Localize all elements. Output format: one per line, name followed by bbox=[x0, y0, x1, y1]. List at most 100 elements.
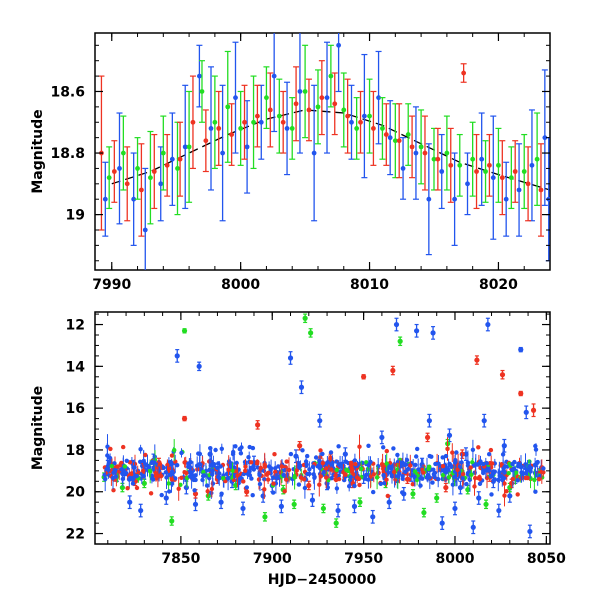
marker bbox=[499, 175, 505, 181]
top-data-point bbox=[473, 133, 480, 210]
top-data-point bbox=[134, 137, 141, 200]
top-data-point bbox=[456, 133, 463, 197]
bottom-data-point bbox=[530, 403, 537, 418]
top-data-point bbox=[111, 140, 118, 203]
dense-marker bbox=[130, 481, 136, 486]
marker bbox=[414, 328, 420, 334]
bottom-data-point bbox=[393, 317, 400, 332]
marker bbox=[244, 489, 250, 495]
top-data-point bbox=[528, 109, 535, 222]
dense-marker bbox=[249, 476, 254, 481]
marker bbox=[102, 196, 108, 202]
marker bbox=[138, 507, 144, 514]
marker bbox=[291, 501, 297, 507]
dense-marker bbox=[115, 464, 120, 469]
dense-marker bbox=[169, 477, 175, 482]
top-data-point bbox=[189, 75, 196, 170]
marker bbox=[496, 162, 501, 168]
bottom-data-point bbox=[278, 499, 284, 514]
top-data-point bbox=[169, 112, 176, 206]
marker bbox=[192, 491, 199, 497]
bottom-data-point bbox=[452, 501, 458, 516]
dense-marker bbox=[321, 470, 327, 475]
x-tick-label: 8050 bbox=[527, 551, 566, 567]
dense-marker bbox=[360, 460, 365, 465]
dense-marker bbox=[134, 485, 140, 491]
top-data-point bbox=[241, 84, 248, 160]
top-data-point bbox=[383, 103, 390, 166]
marker bbox=[435, 156, 441, 162]
marker bbox=[251, 119, 256, 125]
dense-marker bbox=[169, 469, 175, 474]
dense-marker bbox=[257, 472, 262, 478]
marker bbox=[457, 162, 463, 168]
marker bbox=[225, 104, 231, 110]
dense-marker bbox=[536, 477, 542, 482]
top-data-point bbox=[375, 50, 382, 145]
marker bbox=[393, 321, 400, 328]
top-data-point bbox=[318, 60, 325, 136]
marker bbox=[496, 507, 502, 514]
marker bbox=[516, 187, 522, 193]
top-data-point bbox=[340, 72, 347, 148]
dense-marker bbox=[489, 492, 494, 497]
x-tick-label: 7990 bbox=[92, 277, 131, 293]
dense-marker bbox=[440, 464, 446, 469]
bottom-data-point bbox=[523, 405, 529, 420]
dense-marker bbox=[328, 450, 334, 455]
dense-marker bbox=[276, 464, 281, 469]
dense-marker bbox=[464, 481, 469, 487]
x-tick-label: 7900 bbox=[253, 551, 292, 567]
marker bbox=[371, 126, 376, 131]
top-data-point bbox=[151, 133, 158, 210]
top-data-point bbox=[267, 72, 274, 148]
dense-marker bbox=[301, 477, 307, 482]
dense-marker bbox=[480, 461, 486, 467]
bottom-data-point bbox=[518, 346, 524, 353]
marker bbox=[351, 503, 358, 509]
marker bbox=[289, 126, 295, 131]
dense-marker bbox=[300, 448, 305, 453]
dense-marker bbox=[329, 476, 334, 481]
marker bbox=[196, 363, 202, 369]
bottom-data-layer bbox=[101, 313, 546, 539]
dense-marker bbox=[279, 464, 285, 469]
marker bbox=[183, 484, 189, 491]
marker bbox=[332, 101, 338, 107]
dense-marker bbox=[490, 461, 495, 466]
dense-marker bbox=[150, 476, 155, 481]
dense-marker bbox=[179, 475, 184, 480]
dense-marker bbox=[251, 463, 256, 469]
bottom-data-point bbox=[174, 349, 180, 363]
marker bbox=[490, 175, 496, 181]
bottom-data-point bbox=[499, 369, 506, 380]
marker bbox=[169, 518, 175, 524]
dense-marker bbox=[271, 481, 276, 486]
dense-marker bbox=[433, 461, 438, 467]
top-data-point bbox=[434, 127, 441, 191]
dense-marker bbox=[219, 491, 224, 496]
top-data-point bbox=[232, 41, 239, 154]
marker bbox=[293, 101, 299, 107]
dense-marker bbox=[488, 447, 494, 453]
marker bbox=[127, 499, 133, 505]
dense-marker bbox=[159, 492, 164, 498]
top-data-point bbox=[438, 133, 445, 210]
marker bbox=[481, 418, 487, 424]
dense-marker bbox=[336, 476, 342, 482]
dense-marker bbox=[534, 460, 540, 466]
dense-marker bbox=[250, 493, 255, 498]
top-data-point bbox=[296, 33, 303, 154]
marker bbox=[203, 138, 209, 144]
dense-marker bbox=[200, 477, 205, 483]
dense-marker bbox=[271, 475, 276, 480]
top-data-point bbox=[516, 143, 523, 237]
top-data-point bbox=[237, 90, 244, 166]
dense-marker bbox=[523, 475, 528, 481]
top-data-point bbox=[478, 112, 485, 206]
dense-marker bbox=[334, 467, 339, 473]
top-data-point bbox=[418, 109, 425, 185]
y-tick-label: 14 bbox=[66, 359, 86, 375]
top-data-point bbox=[102, 161, 109, 237]
